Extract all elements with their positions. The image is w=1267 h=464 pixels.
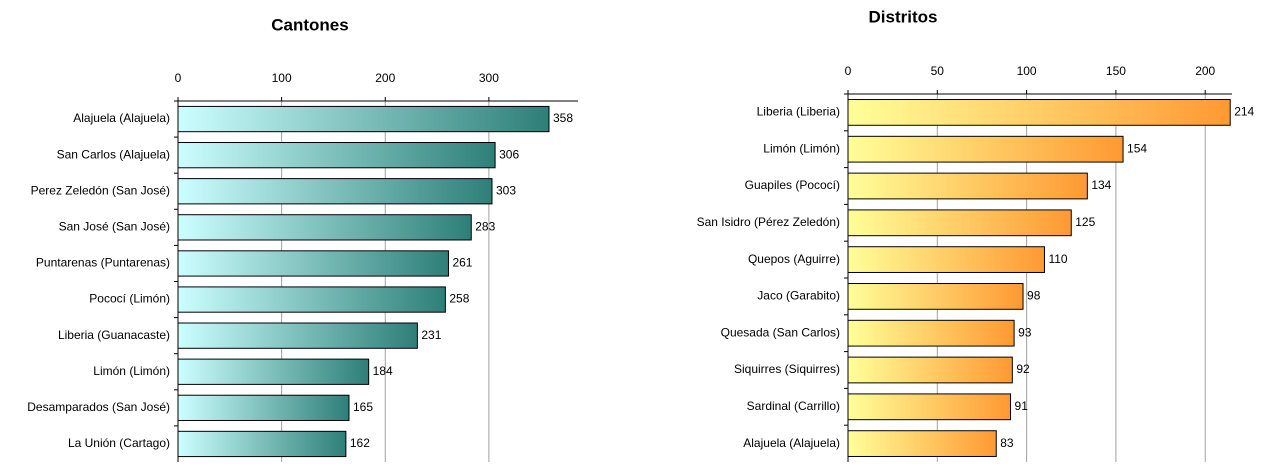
y-tick-label: Jaco (Garabito) <box>757 289 840 303</box>
value-label: 92 <box>1016 362 1030 376</box>
x-tick-label: 50 <box>931 64 945 78</box>
value-label: 98 <box>1027 289 1041 303</box>
y-tick-label: San Carlos (Alajuela) <box>57 147 170 161</box>
value-label: 134 <box>1091 178 1111 192</box>
value-label: 184 <box>373 364 393 378</box>
value-label: 83 <box>1000 436 1014 450</box>
bar <box>177 322 418 349</box>
y-tick-label: Limón (Limón) <box>93 364 170 378</box>
bar <box>847 319 1015 347</box>
y-tick-label: Alajuela (Alajuela) <box>743 436 840 450</box>
y-tick-label: Quesada (San Carlos) <box>721 325 840 339</box>
x-tick-label: 0 <box>845 64 852 78</box>
bar <box>177 358 370 385</box>
bar <box>177 142 496 169</box>
bar <box>177 105 550 133</box>
x-tick-label: 0 <box>175 71 182 85</box>
bar <box>847 430 997 457</box>
bar <box>177 214 472 241</box>
value-label: 93 <box>1018 325 1032 339</box>
y-tick-label: Siquirres (Siquirres) <box>734 362 840 376</box>
chart-title: Cantones <box>271 15 348 34</box>
value-label: 283 <box>475 220 495 234</box>
bar <box>177 286 446 313</box>
bar <box>177 430 347 458</box>
value-label: 303 <box>496 183 516 197</box>
value-label: 162 <box>350 436 370 450</box>
y-tick-label: Limón (Limón) <box>763 141 840 155</box>
bar <box>847 283 1024 310</box>
y-tick-label: Quepos (Aguirre) <box>748 252 840 266</box>
x-tick-label: 150 <box>1106 64 1126 78</box>
value-label: 261 <box>452 256 472 270</box>
y-tick-label: La Unión (Cartago) <box>68 436 170 450</box>
value-label: 125 <box>1075 215 1095 229</box>
value-label: 258 <box>449 292 469 306</box>
y-tick-label: San Isidro (Pérez Zeledón) <box>697 215 840 229</box>
x-tick-label: 300 <box>479 71 499 85</box>
chart-title: Distritos <box>869 7 938 26</box>
value-label: 154 <box>1127 141 1147 155</box>
value-label: 91 <box>1015 399 1029 413</box>
y-tick-label: San José (San José) <box>59 220 170 234</box>
y-tick-label: Liberia (Guanacaste) <box>58 328 170 342</box>
bar <box>847 393 1012 421</box>
y-tick-label: Perez Zeledón (San José) <box>31 183 170 197</box>
bar <box>177 178 493 205</box>
y-tick-label: Pococí (Limón) <box>89 292 170 306</box>
value-label: 358 <box>553 111 573 125</box>
bar <box>847 99 1231 126</box>
value-label: 165 <box>353 400 373 414</box>
x-tick-label: 100 <box>1017 64 1037 78</box>
y-tick-label: Puntarenas (Puntarenas) <box>36 256 170 270</box>
bar <box>177 394 350 421</box>
y-tick-label: Sardinal (Carrillo) <box>747 399 840 413</box>
value-label: 231 <box>421 328 441 342</box>
bar <box>847 356 1013 384</box>
value-label: 306 <box>499 147 519 161</box>
bar <box>177 250 449 277</box>
x-tick-label: 200 <box>375 71 395 85</box>
y-tick-label: Liberia (Liberia) <box>757 105 840 119</box>
value-label: 110 <box>1048 252 1067 266</box>
y-tick-label: Guapiles (Pococí) <box>745 178 840 192</box>
x-tick-label: 200 <box>1195 64 1215 78</box>
bar <box>847 209 1072 237</box>
bar <box>847 246 1045 273</box>
bar <box>847 135 1124 163</box>
value-label: 214 <box>1234 105 1254 119</box>
y-tick-label: Alajuela (Alajuela) <box>73 111 170 125</box>
y-tick-label: Desamparados (San José) <box>27 400 170 414</box>
x-tick-label: 100 <box>272 71 292 85</box>
bar <box>847 172 1088 200</box>
